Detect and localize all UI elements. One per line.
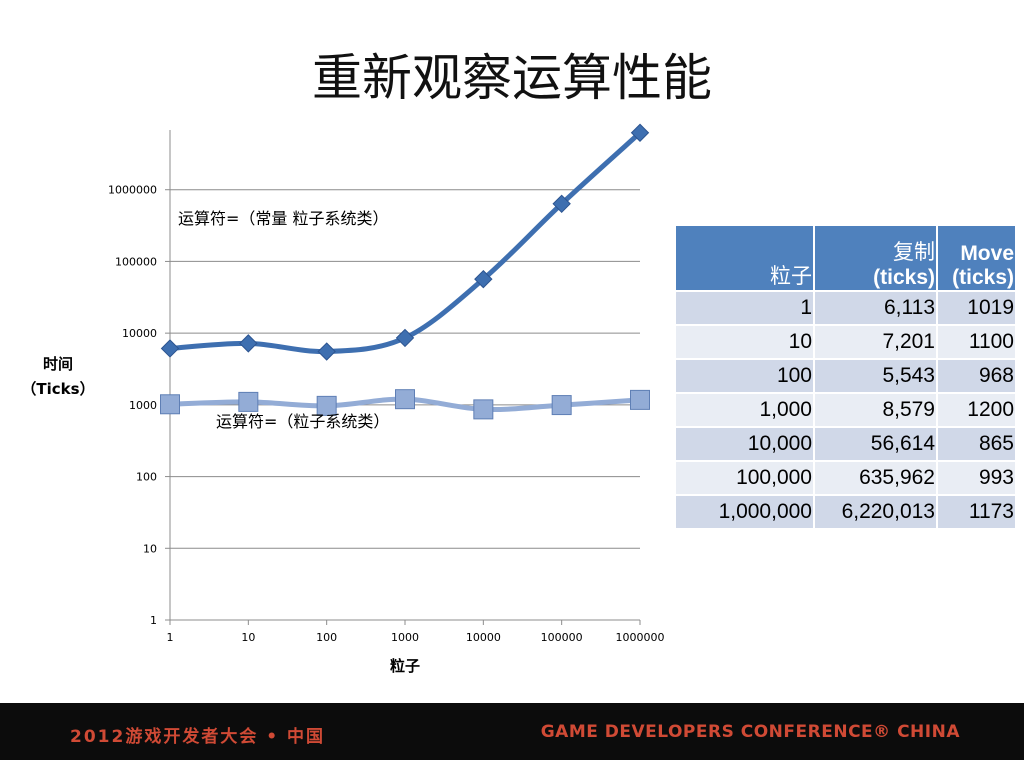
y-tick-label: 100 — [136, 471, 157, 484]
chart: 1 10 100 1000 10000 100000 1000000 1 10 100 1000 10… — [21, 123, 665, 675]
table-cell: 1200 — [938, 394, 1015, 426]
table-row: 10,000 56,614 865 — [676, 428, 1015, 460]
y-tick-label: 1000 — [129, 399, 157, 412]
grid — [170, 189, 640, 549]
table-cell: 6,113 — [815, 292, 936, 324]
header-particles: 粒子 — [676, 226, 813, 290]
footer-left-text: 2012游戏开发者大会 • 中国 — [70, 727, 326, 747]
series — [160, 123, 650, 420]
y-tick-label: 1 — [150, 614, 157, 627]
header-move: Move (ticks) — [938, 226, 1015, 290]
y-tick-label: 10 — [143, 542, 157, 555]
table-cell: 8,579 — [815, 394, 936, 426]
x-tick-label: 1000 — [391, 631, 419, 644]
series-annotation-const: 运算符=（常量 粒子系统类） — [178, 209, 389, 228]
table-cell: 1173 — [938, 496, 1015, 528]
table-cell: 1019 — [938, 292, 1015, 324]
table-cell: 10 — [676, 326, 813, 358]
y-tick-label: 100000 — [115, 255, 157, 268]
data-point-square — [473, 399, 494, 420]
table-cell: 865 — [938, 428, 1015, 460]
table-row: 100 5,543 968 — [676, 360, 1015, 392]
table-cell: 1100 — [938, 326, 1015, 358]
table-row: 1,000 8,579 1200 — [676, 394, 1015, 426]
table-cell: 635,962 — [815, 462, 936, 494]
table-cell: 993 — [938, 462, 1015, 494]
table-cell: 100 — [676, 360, 813, 392]
data-point-square — [630, 389, 650, 410]
data-point-diamond — [160, 339, 180, 358]
series-annotation-nonconst: 运算符=（粒子系统类） — [216, 412, 389, 431]
x-tick-label: 100 — [316, 631, 337, 644]
data-point-diamond — [552, 194, 571, 214]
table-row: 1 6,113 1019 — [676, 292, 1015, 324]
table-row: 10 7,201 1100 — [676, 326, 1015, 358]
y-tick-label: 1000000 — [108, 184, 157, 197]
data-point-diamond — [474, 269, 493, 289]
data-point-square — [238, 391, 259, 412]
data-point-square — [551, 395, 572, 416]
data-point-diamond — [395, 328, 415, 348]
table-cell: 7,201 — [815, 326, 936, 358]
table-row: 1,000,000 6,220,013 1173 — [676, 496, 1015, 528]
x-axis-title: 粒子 — [390, 657, 420, 675]
table-cell: 10,000 — [676, 428, 813, 460]
slide-title: 重新观察运算性能 — [312, 49, 712, 107]
table-cell: 1,000,000 — [676, 496, 813, 528]
footer-right-text: GAME DEVELOPERS CONFERENCE® CHINA — [540, 722, 960, 742]
table-cell: 968 — [938, 360, 1015, 392]
x-tick-label: 10000 — [466, 631, 501, 644]
x-tick-label: 100000 — [541, 631, 583, 644]
header-copy: 复制 (ticks) — [815, 226, 936, 290]
x-tick-label: 10 — [241, 631, 255, 644]
data-point-square — [395, 389, 415, 410]
table-cell: 1,000 — [676, 394, 813, 426]
table-cell: 100,000 — [676, 462, 813, 494]
data-point-square — [316, 395, 337, 416]
y-axis-title-line2: （Ticks） — [21, 380, 94, 398]
table-cell: 1 — [676, 292, 813, 324]
data-point-diamond — [630, 123, 650, 142]
table-cell: 5,543 — [815, 360, 936, 392]
x-tick-label: 1 — [167, 631, 174, 644]
y-axis-title-line1: 时间 — [43, 355, 73, 373]
y-tick-label: 10000 — [122, 327, 157, 340]
table-body: 1 6,113 1019 10 7,201 1100 100 5,543 968 1,000 8,5… — [676, 292, 1015, 528]
data-point-diamond — [239, 334, 258, 353]
x-tick-label: 1000000 — [616, 631, 665, 644]
table-row: 100,000 635,962 993 — [676, 462, 1015, 494]
data-table: 粒子 复制 (ticks) Move (ticks) 1 6,113 1019 10 7,2… — [674, 224, 1017, 530]
data-point-square — [160, 394, 180, 415]
table-header-row: 粒子 复制 (ticks) Move (ticks) — [676, 226, 1015, 290]
table-cell: 6,220,013 — [815, 496, 936, 528]
series-line-0 — [167, 130, 643, 355]
tick-labels: 1 10 100 1000 10000 100000 1000000 1 10 100 1000 10… — [108, 184, 665, 644]
data-point-diamond — [317, 342, 336, 361]
footer-banner: 2012游戏开发者大会 • 中国 GAME DEVELOPERS CONFERE… — [0, 703, 1024, 760]
table-cell: 56,614 — [815, 428, 936, 460]
